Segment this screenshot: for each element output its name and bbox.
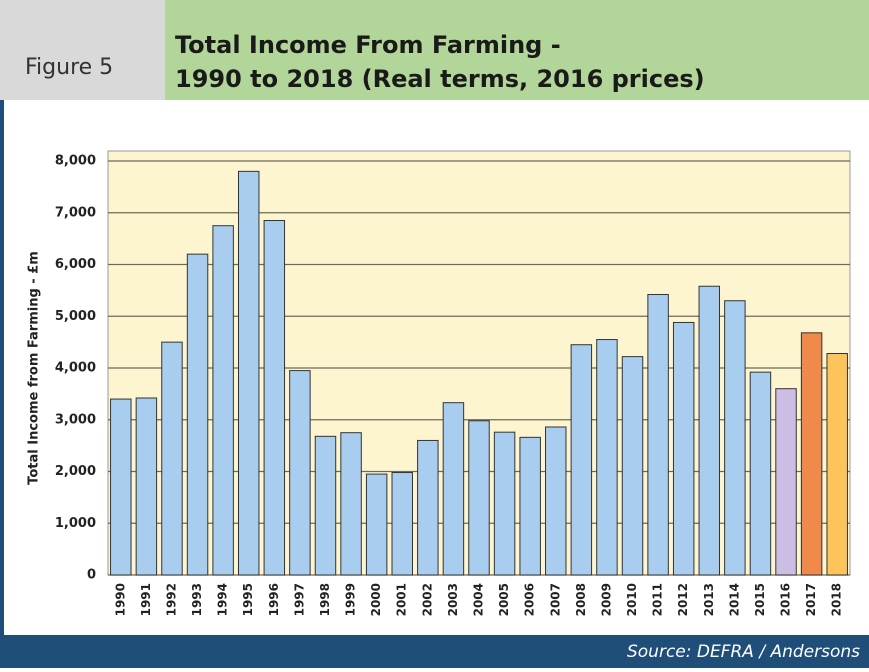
y-tick-label: 3,000 [55,412,96,427]
bar [749,371,772,576]
x-tick-label: 1997 [292,583,306,616]
bar [519,436,541,576]
footer [0,635,869,668]
x-tick-label: 2015 [753,583,767,616]
y-tick-label: 6,000 [55,257,96,272]
y-axis-label: Total Income from Farming - £m [27,251,42,485]
x-tick-label: 2000 [369,583,383,616]
bar [545,426,567,576]
bar [672,321,695,576]
bar [161,341,183,576]
bar [340,432,362,576]
x-tick-label: 2012 [676,583,690,616]
bar [212,225,234,576]
bar [314,435,337,576]
bar [596,339,618,576]
x-tick-label: 2016 [779,583,793,616]
y-tick-label: 7,000 [55,205,96,220]
bar [365,473,388,576]
y-tick-label: 2,000 [55,464,96,479]
chart-title: 1990 to 2018 (Real terms, 2016 prices) [175,65,705,93]
x-tick-label: 2008 [574,583,588,616]
x-tick-label: 1996 [267,583,281,616]
title-box [165,0,869,100]
bar [493,431,516,576]
bar [724,300,746,576]
x-tick-label: 1999 [344,583,358,616]
bar [289,370,311,576]
bar [647,294,669,576]
bar [263,220,286,576]
bar [570,344,593,576]
x-tick-label: 1998 [318,583,332,616]
x-tick-label: 1995 [241,583,255,616]
x-tick-label: 2007 [548,583,562,616]
x-tick-label: 2001 [395,583,409,616]
x-tick-label: 2014 [727,583,741,616]
bar [621,356,644,576]
bar [826,353,848,576]
y-tick-label: 1,000 [55,516,96,531]
bar [417,439,439,576]
bar [775,388,797,576]
x-tick-label: 2002 [420,583,434,616]
figure-label-box [0,0,165,100]
y-tick-label: 4,000 [55,361,96,376]
source: Source: DEFRA / Andersons [627,642,860,662]
bar [468,420,490,576]
x-tick-label: 2005 [497,583,511,616]
x-tick-label: 2009 [599,583,613,616]
x-tick-label: 2011 [651,583,665,616]
bar [800,332,823,576]
bar [442,402,465,576]
bar [237,170,260,576]
left-edge [0,100,4,635]
bar [110,398,132,576]
y-tick-label: 5,000 [55,309,96,324]
y-tick-label: 8,000 [55,154,96,169]
bar [186,253,209,576]
y-tick-label: 0 [87,568,96,583]
x-tick-label: 2018 [830,583,844,616]
x-tick-label: 2004 [472,583,486,616]
x-tick-label: 1994 [216,583,230,616]
x-tick-label: 2017 [804,583,818,616]
x-tick-label: 2010 [625,583,639,616]
bar [391,472,413,576]
x-tick-label: 1992 [164,583,178,616]
x-tick-label: 2003 [446,583,460,616]
x-tick-label: 1990 [113,583,127,616]
bar [135,397,158,576]
figure-label: Figure 5 [25,55,113,80]
x-tick-label: 2013 [702,583,716,616]
x-tick-label: 1991 [139,583,153,616]
bar [698,285,721,576]
x-tick-label: 2006 [523,583,537,616]
x-tick-label: 1993 [190,583,204,616]
chart-title: Total Income From Farming - [175,31,561,59]
